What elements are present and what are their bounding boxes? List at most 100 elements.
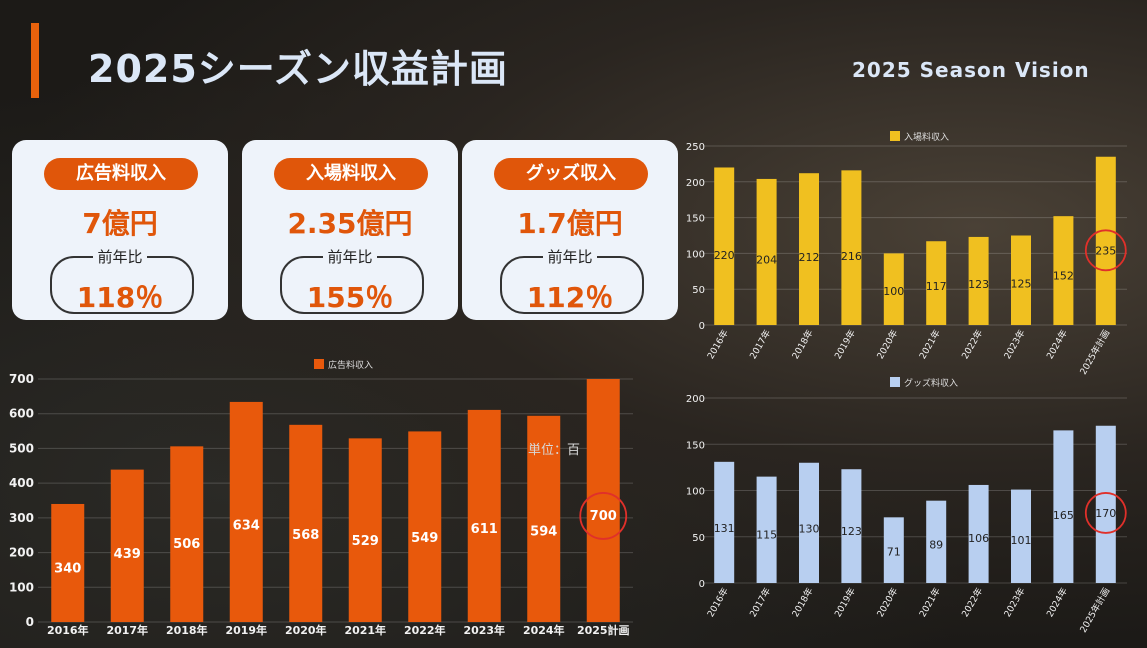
accent-bar <box>31 23 39 98</box>
goods-x-tick-label: 2019年 <box>832 586 858 620</box>
goods-data-label: 130 <box>799 522 820 535</box>
ad-bar <box>51 503 85 622</box>
ticket-x-tick-label: 2019年 <box>832 328 858 362</box>
goods-legend-label: グッズ料収入 <box>904 377 958 389</box>
ad-y-tick-label: 700 <box>9 372 34 386</box>
ticket-x-tick-label: 2023年 <box>1001 328 1027 362</box>
goods-bar <box>1011 489 1031 583</box>
kpi-value: 1.7億円 <box>517 207 623 240</box>
ticket-y-tick-label: 0 <box>699 321 705 332</box>
goods-bar <box>883 517 904 583</box>
ticket-bar <box>1095 156 1116 325</box>
ad-data-label: 529 <box>352 534 379 549</box>
ad-y-tick-label: 0 <box>26 615 34 629</box>
ticket-x-tick-label: 2025年計画 <box>1077 328 1112 377</box>
ticket-data-label: 125 <box>1011 277 1032 290</box>
ad-unit-note: 単位：百 <box>528 442 580 458</box>
ad-bar <box>467 409 501 622</box>
ticket-legend-swatch <box>890 131 900 141</box>
ad-x-tick-label: 2022年 <box>404 623 446 637</box>
ad-x-tick-label: 2016年 <box>47 623 89 637</box>
ticket-bar <box>1053 216 1074 325</box>
ad-data-label: 568 <box>292 528 319 543</box>
ad-data-label: 439 <box>114 547 141 562</box>
goods-y-tick-label: 100 <box>686 487 705 498</box>
kpi-label: 入場料収入 <box>274 158 428 190</box>
page-subtitle: 2025 Season Vision <box>852 58 1090 82</box>
kpi-card-ad: 広告料収入 7億円 前年比 118％ <box>12 140 228 320</box>
yoy-label: 前年比 <box>242 246 458 267</box>
ticket-x-tick-label: 2017年 <box>747 328 773 362</box>
ad-bar <box>229 401 263 622</box>
ad-bar <box>170 446 204 622</box>
kpi-label: グッズ収入 <box>494 158 648 190</box>
goods-x-tick-label: 2022年 <box>959 586 985 620</box>
goods-y-tick-label: 200 <box>686 394 705 405</box>
goods-x-tick-label: 2023年 <box>1001 586 1027 620</box>
ticket-data-label: 123 <box>968 278 989 291</box>
goods-x-tick-label: 2021年 <box>916 586 942 620</box>
ad-x-tick-label: 2024年 <box>523 623 565 637</box>
page-title: 2025シーズン収益計画 <box>88 47 508 91</box>
ad-x-tick-label: 2023年 <box>463 623 505 637</box>
ad-data-label: 594 <box>530 524 557 539</box>
ad-bar <box>586 379 620 622</box>
ad-bar <box>527 415 561 622</box>
goods-data-label: 101 <box>1011 534 1032 547</box>
ticket-bar <box>926 241 947 325</box>
ad-data-label: 340 <box>54 561 81 576</box>
goods-bar <box>926 500 947 583</box>
ticket-legend-label: 入場料収入 <box>904 131 949 143</box>
ticket-bar <box>968 236 989 325</box>
ad-x-tick-label: 2021年 <box>344 623 386 637</box>
ticket-bar <box>756 178 777 325</box>
goods-data-label: 115 <box>756 528 777 541</box>
goods-data-label: 131 <box>714 522 735 535</box>
ticket-data-label: 100 <box>883 285 904 298</box>
ad-y-tick-label: 600 <box>9 407 34 421</box>
goods-data-label: 89 <box>929 538 943 551</box>
ticket-data-label: 152 <box>1053 269 1074 282</box>
ticket-data-label: 220 <box>714 249 735 262</box>
kpi-value: 2.35億円 <box>287 207 413 240</box>
goods-bar <box>1053 430 1074 583</box>
ticket-highlight-circle <box>1084 229 1127 272</box>
yoy-value: 155％ <box>306 281 394 314</box>
goods-y-tick-label: 50 <box>692 533 705 544</box>
ticket-x-tick-label: 2024年 <box>1044 328 1070 362</box>
goods-y-tick-label: 150 <box>686 440 705 451</box>
goods-x-tick-label: 2016年 <box>704 586 730 620</box>
goods-bar <box>799 462 819 583</box>
ticket-data-label: 216 <box>841 250 862 263</box>
goods-x-tick-label: 2017年 <box>747 586 773 620</box>
ticket-data-label: 204 <box>756 254 777 267</box>
ticket-x-tick-label: 2018年 <box>789 328 815 362</box>
ticket-bar <box>714 167 735 325</box>
ad-x-tick-label: 2017年 <box>106 623 148 637</box>
goods-x-tick-label: 2020年 <box>874 586 900 620</box>
ticket-y-tick-label: 100 <box>686 249 705 260</box>
ticket-bar <box>883 253 904 325</box>
ticket-y-tick-label: 200 <box>686 178 705 189</box>
goods-bar <box>968 484 989 583</box>
goods-x-tick-label: 2025年計画 <box>1077 586 1112 635</box>
kpi-card-ticket: 入場料収入 2.35億円 前年比 155％ <box>242 140 458 320</box>
ticket-data-label: 212 <box>799 251 820 264</box>
ad-x-tick-label: 2018年 <box>166 623 208 637</box>
ad-legend-swatch <box>314 359 324 369</box>
ticket-bar <box>841 170 862 325</box>
goods-bar <box>841 469 862 583</box>
goods-data-label: 106 <box>968 532 989 545</box>
ad-x-tick-label: 2019年 <box>225 623 267 637</box>
ad-legend-label: 広告料収入 <box>328 359 373 371</box>
ad-y-tick-label: 400 <box>9 476 34 490</box>
yoy-value: 118％ <box>76 281 164 314</box>
goods-legend-swatch <box>890 377 900 387</box>
goods-data-label: 123 <box>841 525 862 538</box>
yoy-value: 112％ <box>526 281 614 314</box>
goods-bar <box>714 461 735 583</box>
ad-highlight-circle <box>579 492 628 540</box>
ad-bar <box>348 438 382 622</box>
ad-bar <box>408 431 442 622</box>
